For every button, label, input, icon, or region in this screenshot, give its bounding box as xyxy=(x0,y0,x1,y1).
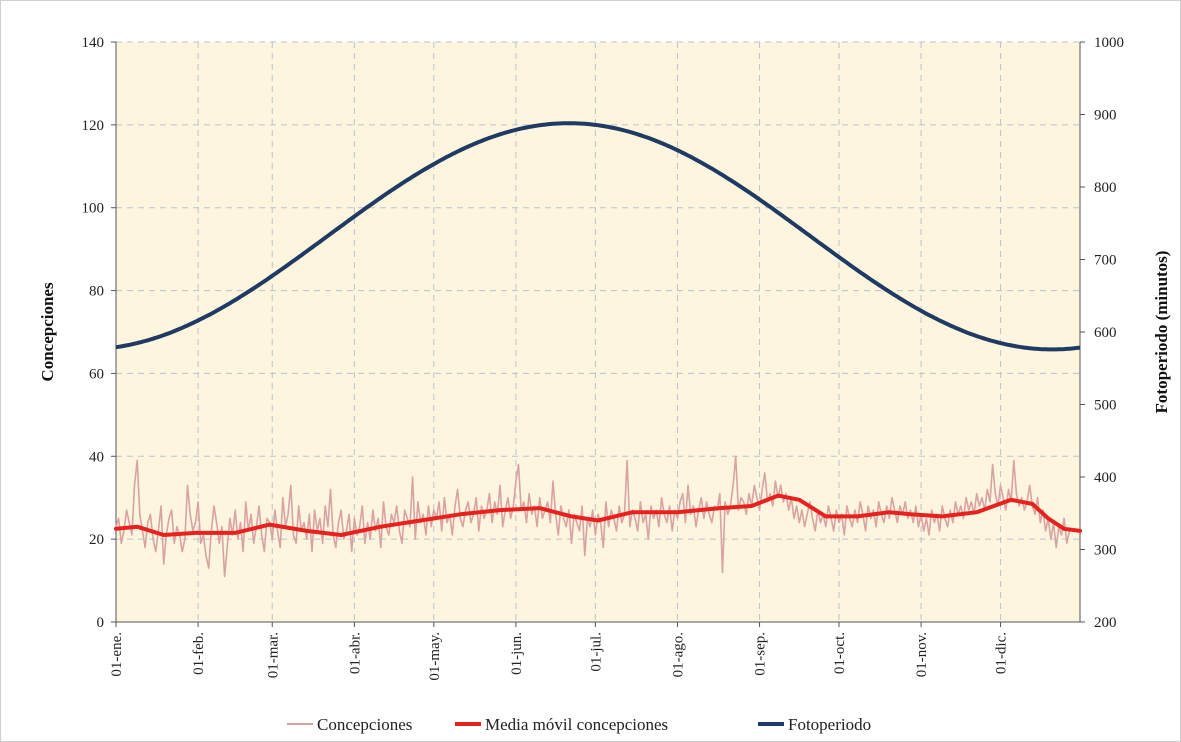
left-tick-label: 0 xyxy=(97,615,105,631)
right-tick-label: 500 xyxy=(1094,398,1117,414)
left-tick-label: 140 xyxy=(82,35,105,51)
x-tick-label: 01-sep. xyxy=(753,632,769,676)
left-tick-label: 120 xyxy=(82,118,105,134)
x-tick-label: 01-ago. xyxy=(670,632,686,677)
left-tick-label: 60 xyxy=(89,366,104,382)
series-fotoperiodo-line xyxy=(115,121,1081,352)
right-tick-label: 900 xyxy=(1094,108,1117,124)
right-tick-label: 700 xyxy=(1094,253,1117,269)
right-tick-label: 200 xyxy=(1094,615,1117,631)
legend-label: Media móvil concepciones xyxy=(485,715,668,734)
x-tick-label: 01-nov. xyxy=(914,632,930,677)
right-tick-label: 800 xyxy=(1094,180,1117,196)
series-layer xyxy=(114,121,1082,578)
legend-label: Fotoperiodo xyxy=(788,715,871,734)
right-tick-label: 400 xyxy=(1094,470,1117,486)
x-tick-label: 01-mar. xyxy=(265,632,281,678)
grid xyxy=(116,41,1080,622)
x-tick-label: 01-oct. xyxy=(832,632,848,674)
left-y-ticks: 0 20 40 60 80 100 120 140 xyxy=(82,35,116,631)
x-tick-label: 01-jul. xyxy=(588,632,604,672)
left-axis-title: Concepciones xyxy=(38,282,57,382)
legend-label: Concepciones xyxy=(317,715,412,734)
series-media-movil-line xyxy=(114,493,1082,537)
right-y-ticks: 200 300 400 500 600 700 800 900 1000 xyxy=(1080,35,1124,631)
x-tick-label: 01-may. xyxy=(427,632,443,681)
right-tick-label: 300 xyxy=(1094,543,1117,559)
left-tick-label: 40 xyxy=(89,449,104,465)
x-tick-label: 01-dic. xyxy=(994,632,1010,674)
left-tick-label: 20 xyxy=(89,532,104,548)
series-concepciones-line xyxy=(115,455,1071,578)
right-tick-label: 1000 xyxy=(1094,35,1124,51)
right-axis-title: Fotoperiodo (minutos) xyxy=(1152,251,1171,414)
x-tick-label: 01-abr. xyxy=(347,632,363,674)
right-tick-label: 600 xyxy=(1094,325,1117,341)
x-tick-label: 01-feb. xyxy=(191,632,207,675)
left-tick-label: 80 xyxy=(89,284,104,300)
legend: Concepciones Media móvil concepciones Foto… xyxy=(287,715,871,734)
plot-area xyxy=(116,42,1080,622)
x-tick-label: 01-jun. xyxy=(509,632,525,675)
x-ticks: 01-ene. 01-feb. 01-mar. 01-abr. 01-may. 01-ju… xyxy=(109,622,1010,681)
left-tick-label: 100 xyxy=(82,201,105,217)
x-tick-label: 01-ene. xyxy=(109,632,125,677)
